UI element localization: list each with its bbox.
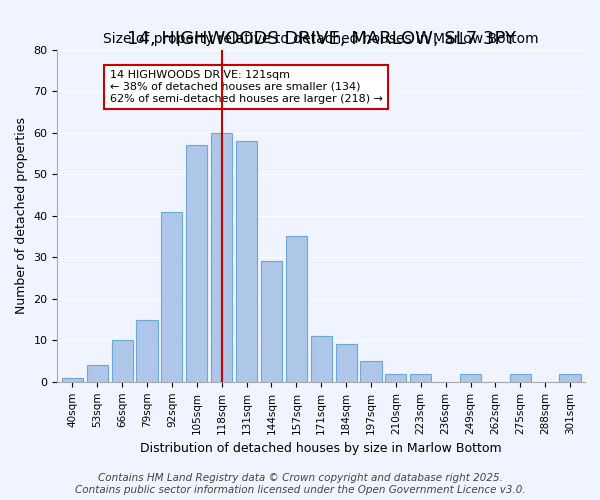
Bar (361, 361, 382, 382)
Bar (261, 262, 282, 382)
Bar (510, 374, 531, 382)
Bar (236, 141, 257, 382)
Bar (311, 336, 332, 382)
Bar (211, 132, 232, 382)
Bar (385, 374, 406, 382)
Text: 14 HIGHWOODS DRIVE: 121sqm
← 38% of detached houses are smaller (134)
62% of sem: 14 HIGHWOODS DRIVE: 121sqm ← 38% of deta… (110, 70, 383, 104)
X-axis label: Distribution of detached houses by size in Marlow Bottom: Distribution of detached houses by size … (140, 442, 502, 455)
Bar (62, 378, 83, 382)
Bar (86, 365, 108, 382)
Bar (161, 212, 182, 382)
Bar (186, 145, 208, 382)
Text: Contains HM Land Registry data © Crown copyright and database right 2025.
Contai: Contains HM Land Registry data © Crown c… (74, 474, 526, 495)
Bar (112, 340, 133, 382)
Bar (559, 374, 581, 382)
Y-axis label: Number of detached properties: Number of detached properties (15, 117, 28, 314)
Text: Size of property relative to detached houses in Marlow Bottom: Size of property relative to detached ho… (103, 32, 539, 46)
Title: 14, HIGHWOODS DRIVE, MARLOW, SL7 3PY: 14, HIGHWOODS DRIVE, MARLOW, SL7 3PY (127, 30, 516, 48)
Bar (335, 344, 356, 382)
Bar (460, 374, 481, 382)
Bar (410, 374, 431, 382)
Bar (136, 320, 158, 382)
Bar (286, 236, 307, 382)
